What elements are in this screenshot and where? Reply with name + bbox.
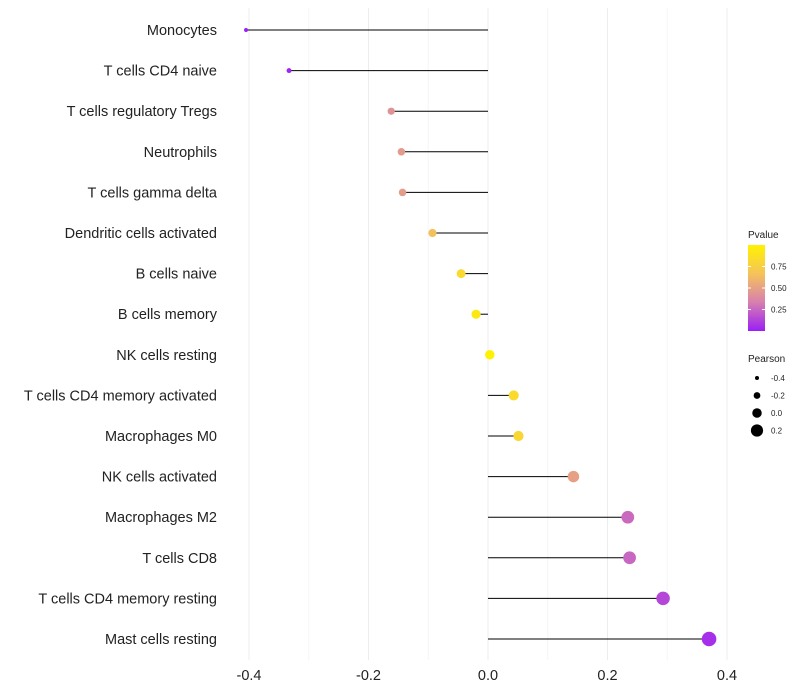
category-label: T cells regulatory Tregs: [67, 104, 217, 120]
pvalue-tick-label: 0.25: [771, 306, 787, 315]
pearson-legend-dot: [750, 424, 764, 437]
x-axis-tick-labels: -0.4 -0.2 0.0 0.2 0.4: [237, 668, 738, 684]
pearson-legend-label: -0.2: [771, 392, 785, 401]
x-tick-label: -0.4: [237, 668, 262, 684]
lollipop-point: [567, 470, 580, 483]
x-tick-label: -0.2: [356, 668, 381, 684]
pvalue-colorbar: [748, 245, 765, 331]
lollipop-point: [286, 68, 292, 74]
category-label: B cells naive: [136, 267, 217, 283]
pearson-legend-dot: [752, 408, 762, 418]
x-tick-label: 0.0: [478, 668, 498, 684]
lollipop-point: [387, 107, 395, 115]
category-label: T cells gamma delta: [88, 185, 218, 201]
category-label: Macrophages M0: [105, 429, 217, 445]
category-label: T cells CD4 naive: [104, 64, 217, 80]
pearson-legend-dot: [755, 376, 759, 380]
category-label: Neutrophils: [144, 145, 217, 161]
pvalue-legend: Pvalue 0.25 0.50 0.75: [748, 230, 787, 331]
category-label: NK cells resting: [116, 348, 217, 364]
pearson-legend-items: -0.4 -0.2 0.0 0.2: [750, 374, 785, 437]
lollipop-point: [397, 148, 406, 156]
lollipop-point: [701, 631, 717, 647]
lollipop-point: [456, 269, 466, 279]
lollipop-point: [656, 591, 670, 606]
pvalue-tick-label: 0.50: [771, 284, 787, 293]
pvalue-legend-title: Pvalue: [748, 230, 779, 241]
pearson-legend-title: Pearson: [748, 354, 785, 365]
stem-layer: [246, 29, 710, 640]
category-label: T cells CD8: [142, 551, 217, 567]
pearson-legend-dot: [753, 392, 761, 399]
lollipop-point: [398, 188, 407, 197]
x-tick-label: 0.4: [717, 668, 737, 684]
category-label: Dendritic cells activated: [65, 226, 217, 242]
pearson-legend-label: 0.2: [771, 427, 783, 436]
lollipop-point: [623, 551, 636, 565]
lollipop-point: [621, 510, 635, 524]
pearson-legend-label: -0.4: [771, 374, 785, 383]
category-label: Mast cells resting: [105, 632, 217, 648]
category-label: T cells CD4 memory activated: [24, 388, 217, 404]
lollipop-point: [485, 350, 495, 360]
lollipop-point: [428, 228, 437, 238]
pvalue-legend-ticks: 0.25 0.50 0.75: [748, 263, 787, 315]
lollipop-point: [471, 309, 481, 319]
lollipop-point: [508, 390, 519, 401]
pvalue-tick-label: 0.75: [771, 263, 787, 272]
category-label: B cells memory: [118, 307, 218, 323]
category-labels: Monocytes T cells CD4 naive T cells regula…: [24, 23, 218, 648]
grid-layer: [248, 8, 728, 660]
pearson-legend-label: 0.0: [771, 409, 783, 418]
lollipop-point: [513, 430, 524, 442]
category-label: Monocytes: [147, 23, 217, 39]
lollipop-point: [244, 28, 248, 32]
dot-layer: [244, 28, 717, 647]
category-label: T cells CD4 memory resting: [38, 591, 217, 607]
category-label: NK cells activated: [102, 470, 217, 486]
x-tick-label: 0.2: [597, 668, 617, 684]
category-label: Macrophages M2: [105, 510, 217, 526]
pearson-legend: Pearson -0.4 -0.2 0.0 0.2: [748, 354, 785, 437]
